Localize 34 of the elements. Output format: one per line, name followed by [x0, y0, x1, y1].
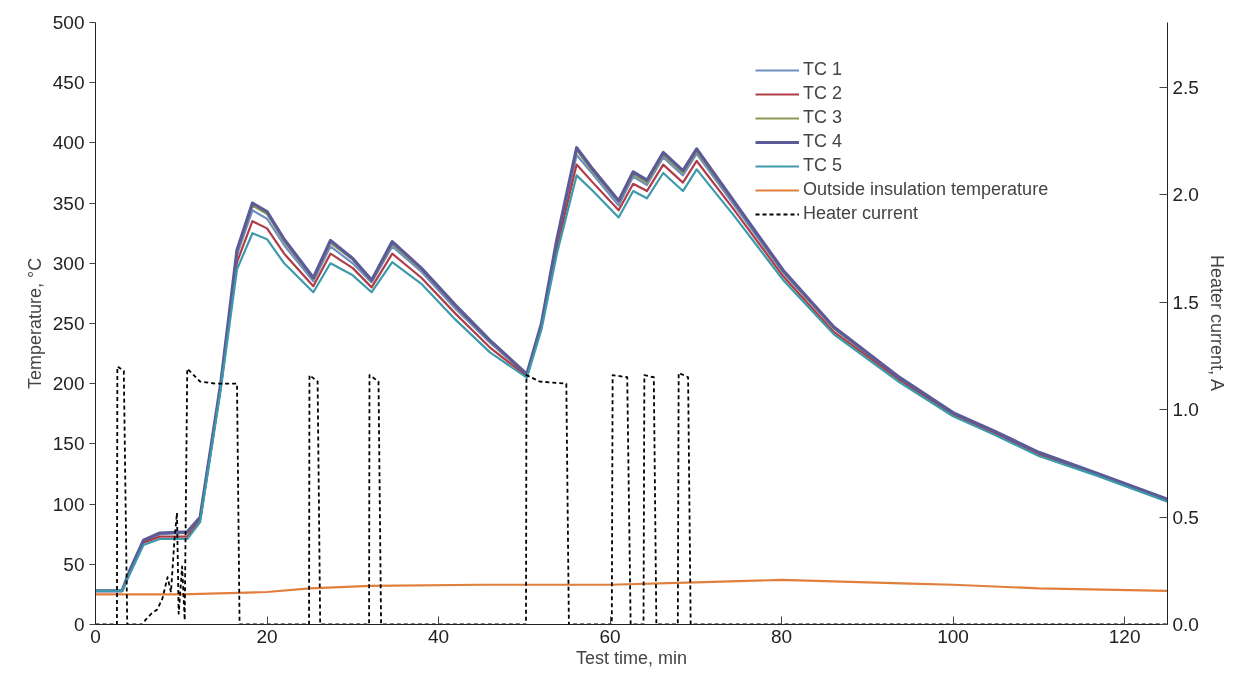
y-tick-label: 450 — [52, 72, 85, 94]
y2-tick-label: 1.5 — [1172, 291, 1199, 313]
legend-label: TC 1 — [803, 59, 843, 80]
y-axis-title: Temperature, °C — [24, 257, 45, 390]
y-tick-label: 500 — [52, 12, 85, 33]
legend-label: TC 5 — [803, 155, 843, 176]
x-tick-label: 0 — [90, 625, 101, 647]
x-tick-label: 20 — [256, 625, 278, 647]
legend-label: TC 3 — [803, 107, 843, 128]
legend-label: Outside insulation temperature — [803, 179, 1049, 200]
y-tick-label: 100 — [52, 493, 85, 515]
y-tick-label: 300 — [52, 252, 85, 274]
y-tick-label: 150 — [52, 433, 85, 455]
y2-tick-label: 0.0 — [1172, 614, 1199, 635]
y2-tick-label: 0.5 — [1172, 506, 1199, 528]
legend-label: TC 4 — [803, 131, 843, 152]
x-axis-title: Test time, min — [575, 647, 688, 668]
y2-tick-label: 1.0 — [1172, 399, 1199, 420]
y2-tick-label: 2.5 — [1172, 76, 1199, 98]
x-tick-label: 100 — [937, 625, 969, 647]
legend-label: Heater current — [803, 203, 919, 224]
y-tick-label: 200 — [52, 373, 85, 395]
y-tick-label: 50 — [63, 553, 85, 575]
legend-label: TC 2 — [803, 83, 843, 104]
line-series — [95, 578, 1168, 596]
y-tick-label: 400 — [52, 132, 85, 154]
y-tick-label: 250 — [52, 313, 85, 334]
y2-tick-label: 2.0 — [1172, 184, 1199, 205]
x-tick-label: 80 — [771, 625, 793, 647]
x-tick-label: 60 — [599, 625, 621, 647]
y-tick-label: 350 — [52, 192, 85, 214]
x-tick-label: 120 — [1108, 625, 1141, 647]
x-tick-label: 40 — [427, 625, 450, 647]
y2-axis-title: Heater current, A — [1206, 254, 1227, 392]
